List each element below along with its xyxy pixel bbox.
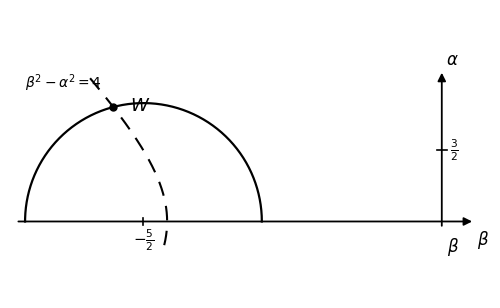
Text: $W$: $W$ — [130, 97, 150, 115]
Text: $-\frac{5}{2}$: $-\frac{5}{2}$ — [132, 228, 154, 253]
Text: $\beta$: $\beta$ — [448, 236, 460, 258]
Text: $\frac{3}{2}$: $\frac{3}{2}$ — [450, 138, 459, 163]
Text: $\beta^2 - \alpha^2 = 4$: $\beta^2 - \alpha^2 = 4$ — [25, 72, 102, 94]
Text: $\beta$: $\beta$ — [478, 229, 490, 251]
Text: $\alpha$: $\alpha$ — [446, 51, 458, 69]
